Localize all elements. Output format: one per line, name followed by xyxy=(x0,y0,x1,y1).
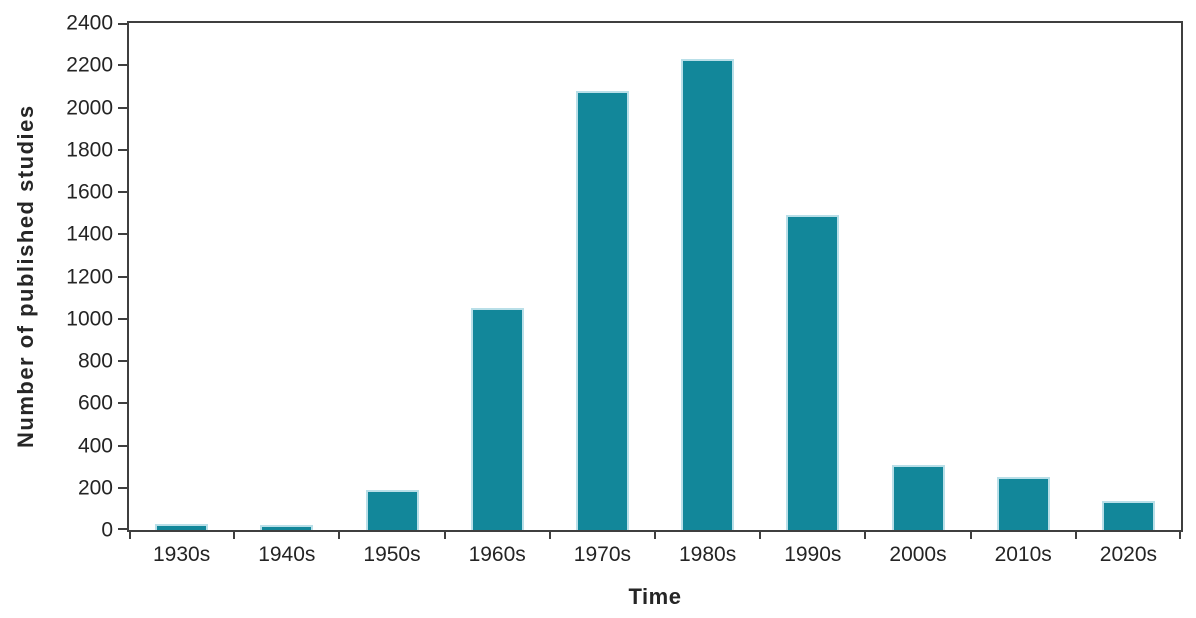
y-tick-label: 2200 xyxy=(66,53,113,77)
x-axis-tick xyxy=(1074,530,1077,539)
bar-2010s xyxy=(996,477,1050,530)
x-tick-label: 2000s xyxy=(889,543,947,566)
bar-1930s xyxy=(155,523,209,530)
y-axis-tick xyxy=(118,528,129,530)
y-axis-tick xyxy=(118,106,129,109)
x-axis-tick xyxy=(654,530,656,539)
y-axis-tick xyxy=(118,275,129,278)
y-tick-label: 2400 xyxy=(66,11,113,35)
plot-area: 0 200 400 600 800 1000 1200 1400 1600 1800 2000 220… xyxy=(66,13,1183,565)
x-axis-tick xyxy=(548,530,551,539)
x-tick-label: 2020s xyxy=(1099,543,1157,566)
y-axis-tick xyxy=(118,317,129,320)
bar-2000s xyxy=(891,464,945,530)
x-tick-label: 1960s xyxy=(468,543,526,566)
y-tick-label: 600 xyxy=(77,391,113,415)
x-tick-label: 1950s xyxy=(363,543,421,566)
y-tick-label: 1000 xyxy=(66,307,113,331)
y-tick-label: 400 xyxy=(77,434,113,457)
x-tick-label: 2010s xyxy=(994,543,1052,566)
x-axis-tick xyxy=(129,530,131,539)
y-axis-title: Number of published studies xyxy=(13,104,38,449)
y-tick-label: 800 xyxy=(77,349,113,373)
x-axis-tick xyxy=(759,530,762,539)
y-axis-tick xyxy=(118,23,129,25)
x-axis-tick xyxy=(233,530,236,539)
y-axis-tick xyxy=(118,64,129,67)
y-axis-tick xyxy=(118,233,129,236)
y-tick-label: 1800 xyxy=(66,138,113,162)
y-axis-tick xyxy=(118,486,129,489)
y-axis-tick xyxy=(118,360,129,362)
y-tick-label: 1200 xyxy=(66,265,113,288)
x-axis-tick xyxy=(864,530,867,539)
x-axis-tick xyxy=(338,530,341,539)
bar-1960s xyxy=(470,308,524,530)
y-axis-tick xyxy=(118,191,129,193)
y-tick-label: 1400 xyxy=(66,222,113,246)
x-axis-tick xyxy=(1179,530,1181,539)
y-axis-tick xyxy=(118,402,129,405)
bar-1980s xyxy=(681,58,735,530)
x-tick-label: 1970s xyxy=(573,543,631,566)
x-axis-tick xyxy=(969,530,972,539)
x-tick-label: 1980s xyxy=(678,543,737,566)
y-axis-tick xyxy=(118,148,129,151)
x-tick-label: 1990s xyxy=(784,543,842,566)
y-tick-label: 0 xyxy=(101,518,113,542)
x-tick-label: 1940s xyxy=(258,543,316,566)
x-axis-tick xyxy=(443,530,446,539)
bar-1990s xyxy=(786,215,840,530)
bar-2020s xyxy=(1101,501,1155,530)
y-axis-tick xyxy=(118,444,129,447)
y-tick-label: 1600 xyxy=(66,180,113,204)
bar-1950s xyxy=(365,489,419,530)
y-tick-label: 200 xyxy=(77,476,113,500)
bar-1940s xyxy=(260,524,314,530)
x-tick-label: 1930s xyxy=(152,543,211,566)
x-axis-title: Time xyxy=(628,584,682,609)
y-tick-label: 2000 xyxy=(66,96,113,119)
bar-1970s xyxy=(575,90,629,530)
